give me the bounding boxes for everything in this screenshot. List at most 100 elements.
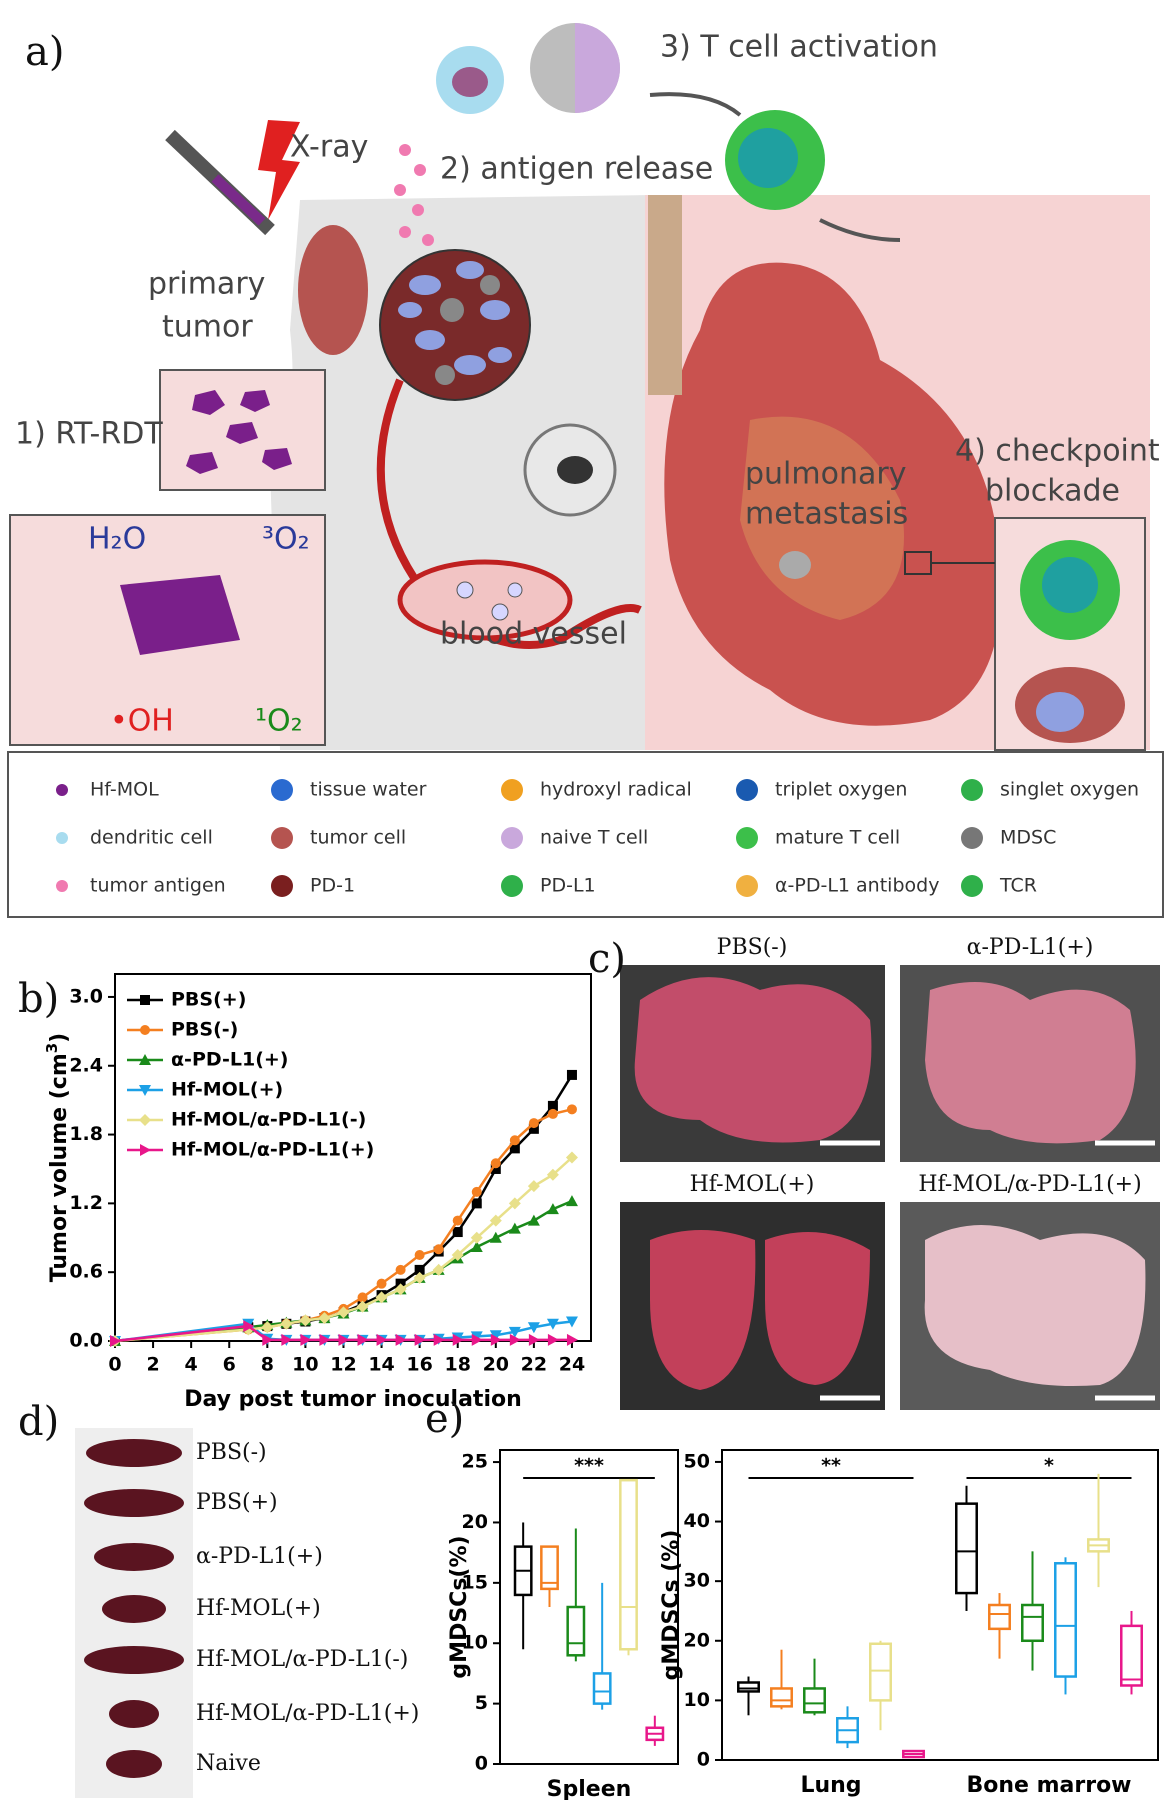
image-label: PBS(-)	[717, 935, 788, 960]
y-axis-label-part: Tumor volume (cm	[47, 1053, 72, 1282]
sample-label: Hf-MOL/α-PD-L1(-)	[196, 1647, 408, 1672]
x-tick-label: Bone marrow	[966, 1773, 1131, 1798]
y-tick-label: 50	[684, 1450, 710, 1472]
sample-label: PBS(+)	[196, 1490, 278, 1515]
legend-label: singlet oxygen	[1000, 779, 1139, 801]
x-tick-label: 2	[146, 1354, 159, 1376]
panel-label: c)	[588, 936, 626, 982]
legend-icon	[501, 779, 523, 801]
legend-label: dendritic cell	[90, 827, 213, 849]
y-tick-label: 20	[462, 1511, 488, 1533]
data-point	[337, 1306, 350, 1319]
box	[869, 1642, 892, 1702]
significance-label: **	[821, 1455, 841, 1477]
data-point	[395, 1333, 407, 1346]
legend-marker	[139, 1054, 151, 1065]
x-tick-label: 12	[330, 1354, 356, 1376]
legend-label: Hf-MOL/α-PD-L1(+)	[171, 1139, 374, 1161]
x-tick-label: 10	[292, 1354, 318, 1376]
data-point	[452, 1333, 464, 1346]
x-tick-label: 20	[483, 1354, 509, 1376]
y-tick-label: 3.0	[69, 985, 103, 1007]
sample-label: Hf-MOL/α-PD-L1(+)	[196, 1701, 419, 1726]
legend-marker	[139, 1085, 151, 1096]
legend-icon	[271, 827, 293, 849]
step-label: 2) antigen release	[440, 152, 713, 187]
plot-frame	[499, 1449, 679, 1765]
data-point	[565, 1151, 578, 1164]
data-point	[376, 1278, 387, 1289]
legend-icon	[961, 875, 983, 897]
x-tick-label: 16	[406, 1354, 432, 1376]
data-point	[566, 1104, 577, 1115]
box	[566, 1605, 586, 1657]
data-point	[451, 1248, 464, 1261]
data-point	[508, 1222, 521, 1234]
image-label: Hf-MOL(+)	[690, 1172, 815, 1197]
box	[1054, 1562, 1077, 1678]
legend-icon	[271, 875, 293, 897]
data-point	[566, 1333, 578, 1346]
legend-icon	[271, 779, 293, 801]
data-point	[414, 1333, 426, 1346]
x-tick-label: 22	[521, 1354, 547, 1376]
data-point	[262, 1333, 274, 1346]
data-point	[261, 1321, 274, 1334]
y-tick-label: 25	[462, 1451, 488, 1473]
sample-label: Naive	[196, 1751, 261, 1776]
x-tick-label: 18	[444, 1354, 470, 1376]
data-point	[527, 1322, 540, 1334]
legend-icon	[961, 779, 983, 801]
data-point	[452, 1215, 463, 1226]
legend-marker	[140, 995, 150, 1005]
data-point	[110, 1335, 121, 1347]
data-point	[509, 1135, 520, 1146]
legend-label: α-PD-L1(+)	[171, 1049, 289, 1071]
step-label: 4) checkpoint	[955, 434, 1160, 469]
data-point	[375, 1291, 388, 1304]
data-point	[547, 1108, 558, 1119]
data-point	[376, 1333, 388, 1346]
legend-label: PBS(+)	[171, 989, 246, 1011]
legend-label: Hf-MOL/α-PD-L1(-)	[171, 1109, 366, 1131]
data-point	[395, 1264, 406, 1275]
data-point	[338, 1333, 350, 1346]
data-point	[489, 1214, 502, 1227]
y-tick-label: 0.6	[69, 1261, 103, 1283]
reaction-label: ³O₂	[262, 522, 310, 557]
box	[770, 1687, 793, 1708]
y-tick-label: 0	[697, 1749, 710, 1771]
legend-icon	[736, 779, 758, 801]
data-point	[452, 1227, 463, 1238]
y-tick-label: 15	[462, 1571, 488, 1593]
legend-label: hydroxyl radical	[540, 779, 692, 801]
data-point	[470, 1231, 483, 1244]
panel-label: a)	[25, 29, 64, 75]
data-point	[433, 1333, 445, 1346]
spleen	[84, 1646, 184, 1674]
data-point	[280, 1317, 293, 1330]
x-tick-label: Lung	[800, 1773, 861, 1798]
data-point	[414, 1264, 425, 1275]
data-point	[528, 1118, 539, 1129]
data-point	[394, 1283, 407, 1296]
y-tick-label: 0.0	[69, 1330, 103, 1352]
data-point	[546, 1203, 559, 1215]
data-point	[357, 1333, 369, 1346]
panel-label: d)	[18, 1399, 59, 1445]
y-axis-label: gMDSCs (%)	[659, 1530, 684, 1681]
data-point	[300, 1333, 312, 1346]
y-tick-label: 10	[684, 1689, 710, 1711]
legend-label: PD-1	[310, 875, 355, 897]
legend-icon	[501, 827, 523, 849]
reaction-label: H₂O	[88, 522, 146, 557]
series-line	[114, 1199, 573, 1343]
legend-label: PBS(-)	[171, 1019, 238, 1041]
x-tick-label: 14	[368, 1354, 394, 1376]
y-tick-label: 30	[684, 1570, 710, 1592]
legend-label: α-PD-L1 antibody	[775, 875, 939, 897]
step-label: 1) RT-RDT	[15, 417, 163, 452]
legend-label: PD-L1	[540, 875, 596, 897]
vessel-label: blood vessel	[440, 617, 627, 652]
box	[955, 1502, 978, 1595]
